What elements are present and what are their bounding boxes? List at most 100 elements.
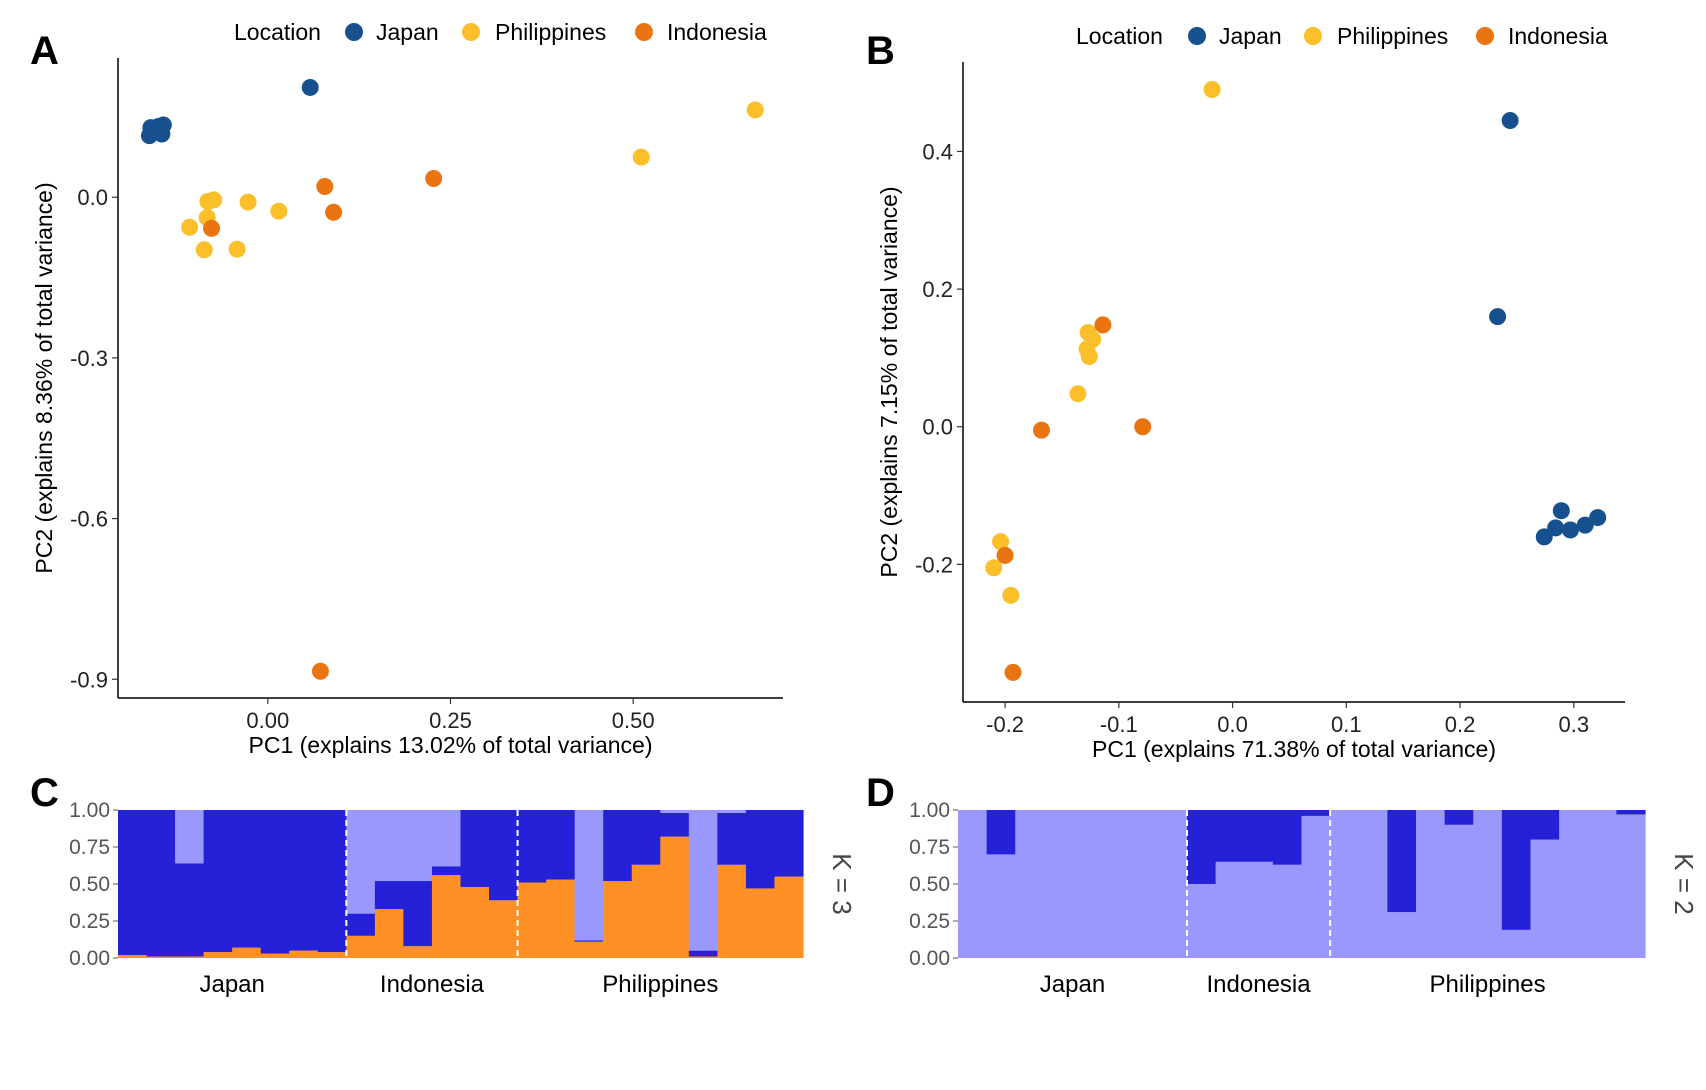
admixture-bar-segment [986, 810, 1016, 855]
admixture-bar-segment [688, 956, 718, 958]
group-label-indonesia: Indonesia [380, 971, 485, 998]
point-japan [1501, 111, 1519, 129]
admixture-bar-segment [374, 810, 405, 882]
admixture-bar-segment [1416, 810, 1446, 958]
point-philippines [746, 101, 764, 119]
admixture-bar-segment [603, 810, 633, 882]
point-indonesia [1134, 418, 1152, 436]
admixture-bar-segment [574, 810, 604, 941]
admixture-bar-segment [1272, 864, 1303, 958]
point-indonesia [425, 170, 443, 188]
point-indonesia [311, 662, 329, 680]
admixture-bar-segment [1501, 929, 1532, 958]
point-indonesia [203, 219, 221, 237]
admixture-bar-segment [1101, 810, 1131, 958]
y-tick-label: 0.00 [69, 947, 110, 970]
admixture-bar-segment [774, 810, 804, 877]
x-tick-label: -0.1 [1100, 712, 1138, 737]
x-tick-label: 0.2 [1445, 712, 1476, 737]
admixture-bar-segment [1444, 810, 1474, 825]
admixture-bar-segment [1244, 810, 1274, 862]
admixture-bar-segment [431, 875, 462, 958]
point-indonesia [996, 546, 1014, 564]
x-tick-label: 0.1 [1331, 712, 1362, 737]
point-indonesia [1032, 421, 1050, 439]
admixture-bar-segment [1301, 810, 1331, 816]
legend-label-japan: Japan [376, 19, 439, 45]
legend-title: Location [234, 19, 321, 45]
y-tick-label: -0.2 [915, 552, 953, 577]
admixture-bar-segment [1244, 861, 1274, 958]
point-japan [1561, 521, 1579, 539]
y-tick-label: 0.25 [909, 910, 950, 933]
admixture-bar-segment [346, 913, 376, 936]
admixture-bar-segment [745, 888, 776, 958]
point-japan [1552, 502, 1570, 520]
admixture-bar-segment [175, 810, 205, 864]
admixture-bar-segment [1444, 824, 1474, 958]
legend-label-philippines: Philippines [495, 19, 606, 45]
legend-b: Location Japan Philippines Indonesia [1076, 23, 1608, 49]
panel-letter-a: A [30, 29, 59, 73]
legend-swatch-indonesia [1476, 27, 1494, 45]
admixture-bar-segment [631, 810, 661, 865]
legend-label-indonesia: Indonesia [1508, 23, 1608, 49]
admixture-bar-segment [1301, 815, 1331, 958]
admixture-bar-segment [1215, 861, 1245, 958]
admixture-bar-segment [118, 810, 148, 956]
point-philippines [1080, 348, 1098, 366]
admixture-bar-segment [317, 810, 347, 953]
admixture-bar-segment [688, 810, 718, 951]
admixture-bar-segment [431, 810, 462, 867]
admixture-bar-segment [717, 812, 747, 865]
y-tick-label: 0.50 [909, 873, 950, 896]
k-strip-label: K = 3 [827, 853, 857, 914]
admixture-bar-segment [1043, 810, 1074, 958]
admixture-bar-segment [688, 950, 718, 957]
point-japan [301, 78, 319, 96]
x-tick-label: 0.3 [1559, 712, 1590, 737]
point-philippines [985, 559, 1003, 577]
admixture-bar-segment [745, 810, 776, 889]
admixture-bar-segment [1387, 810, 1417, 913]
admixture-bar-segment [203, 810, 233, 953]
point-japan [1547, 519, 1565, 537]
point-philippines [632, 148, 650, 166]
point-indonesia [1004, 663, 1022, 681]
admixture-bar-segment [1358, 810, 1388, 958]
admixture-bar-segment [260, 953, 290, 958]
admixture-bar-segment [1559, 810, 1589, 958]
admixture-bar-segment [1187, 884, 1217, 958]
x-axis-title: PC1 (explains 71.38% of total variance) [1092, 736, 1496, 762]
admixture-bar-segment [232, 947, 262, 958]
point-philippines [239, 193, 257, 211]
admixture-bar-segment [517, 882, 547, 958]
x-axis-title: PC1 (explains 13.02% of total variance) [249, 732, 653, 758]
admixture-bar-segment [1215, 810, 1245, 862]
admixture-bar-segment [631, 864, 661, 958]
admixture-bar-segment [1616, 810, 1646, 815]
legend-label-philippines: Philippines [1337, 23, 1448, 49]
admixture-bar-segment [118, 955, 148, 958]
legend-swatch-philippines [1304, 27, 1322, 45]
legend-title: Location [1076, 23, 1163, 49]
admixture-bar-segment [1616, 814, 1646, 958]
point-indonesia [1094, 316, 1112, 334]
panel-letter-b: B [866, 29, 895, 73]
admixture-bar-segment [403, 810, 433, 882]
admixture-bar-segment [1330, 810, 1360, 958]
legend-label-indonesia: Indonesia [667, 19, 767, 45]
admixture-bar-segment [317, 952, 347, 958]
y-tick-label: 0.0 [922, 415, 953, 440]
admixture-bar-segment [289, 950, 319, 958]
y-tick-label: -0.9 [70, 667, 108, 692]
group-label-japan: Japan [1040, 971, 1105, 998]
admixture-bar-segment [203, 952, 233, 958]
group-label-japan: Japan [199, 971, 264, 998]
admixture-bar-segment [574, 941, 604, 958]
y-tick-label: 0.25 [69, 910, 110, 933]
group-label-philippines: Philippines [602, 971, 718, 998]
admixture-bar-segment [1530, 839, 1560, 958]
admixture-bar-segment [958, 810, 988, 958]
admixture-bar-segment [489, 900, 519, 958]
